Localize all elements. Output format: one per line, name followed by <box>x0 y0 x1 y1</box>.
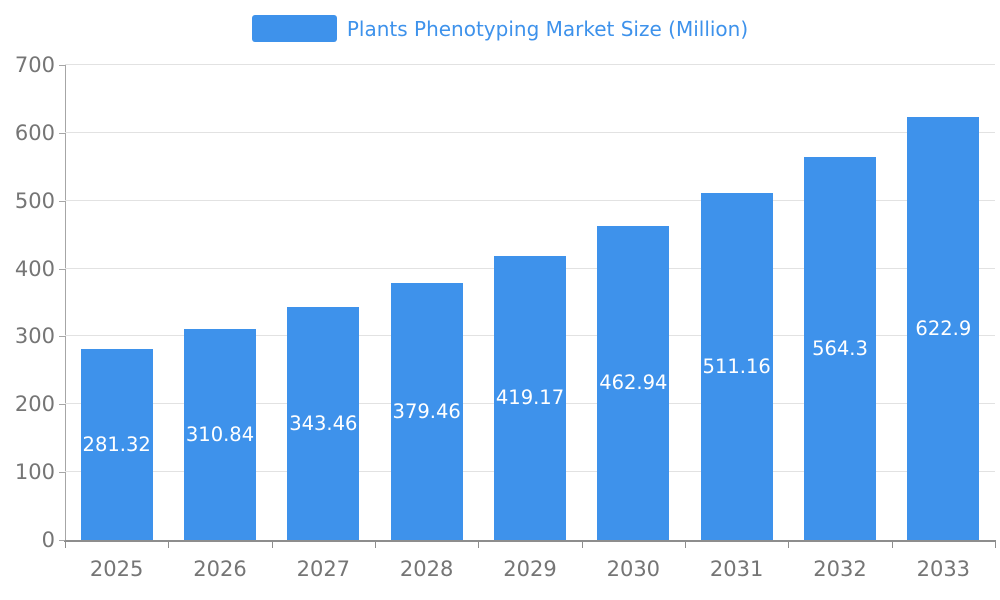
x-tick-label: 2031 <box>709 557 764 581</box>
bar: 281.32 <box>80 349 153 540</box>
y-axis-tick <box>59 336 65 338</box>
y-tick-label: 100 <box>14 460 55 485</box>
gridline <box>65 199 995 201</box>
y-axis-tick <box>59 65 65 66</box>
legend-color-swatch <box>251 15 337 42</box>
x-axis-tick <box>168 542 170 548</box>
bar-value-label: 622.9 <box>915 317 972 341</box>
bar: 622.9 <box>907 117 980 540</box>
y-axis-tick <box>59 472 65 474</box>
bar: 343.46 <box>287 306 360 540</box>
x-axis-tick <box>65 542 66 548</box>
x-axis-tick <box>995 542 996 548</box>
bar: 419.17 <box>493 255 567 540</box>
chart-legend: Plants Phenotyping Market Size (Million) <box>0 15 1000 42</box>
x-tick-label: 2032 <box>813 557 867 581</box>
gridline <box>65 131 995 133</box>
y-axis-tick <box>59 540 65 541</box>
y-axis-tick <box>59 200 65 202</box>
bar: 379.46 <box>390 282 463 540</box>
y-tick-label: 600 <box>14 120 55 145</box>
bar-value-label: 310.84 <box>185 423 255 447</box>
x-axis-tick <box>891 542 893 548</box>
x-tick-label: 2029 <box>503 557 557 581</box>
y-tick-label: 300 <box>14 324 55 349</box>
bar-value-label: 564.3 <box>812 337 868 361</box>
bar: 564.3 <box>803 157 877 540</box>
legend-item[interactable]: Plants Phenotyping Market Size (Million) <box>251 15 749 42</box>
x-tick-label: 2027 <box>296 557 351 581</box>
y-tick-label: 700 <box>14 53 55 77</box>
y-tick-label: 200 <box>14 392 55 417</box>
y-tick-label: 400 <box>14 256 55 281</box>
y-tick-label: 0 <box>41 528 55 552</box>
x-tick-label: 2028 <box>399 557 454 581</box>
bar-value-label: 343.46 <box>289 411 358 435</box>
bar: 511.16 <box>700 193 773 540</box>
bar-value-label: 462.94 <box>599 371 668 395</box>
x-axis-tick <box>375 542 376 548</box>
bar-value-label: 281.32 <box>82 433 151 457</box>
bar-value-label: 511.16 <box>702 355 771 379</box>
bar: 462.94 <box>597 225 670 540</box>
y-axis-line <box>65 64 66 541</box>
x-axis-tick <box>478 542 480 548</box>
x-axis-line <box>64 540 996 542</box>
y-axis-tick <box>59 132 65 134</box>
x-axis-tick <box>788 542 790 548</box>
y-tick-label: 500 <box>14 188 55 213</box>
x-tick-label: 2026 <box>193 557 247 581</box>
gridline <box>65 64 995 65</box>
y-axis-tick <box>59 268 65 270</box>
x-tick-label: 2025 <box>89 557 144 581</box>
bar-value-label: 379.46 <box>392 399 461 423</box>
y-axis-tick <box>59 404 65 406</box>
x-tick-label: 2033 <box>916 557 971 581</box>
x-axis-tick <box>685 542 686 548</box>
plot-area: 281.32 310.84 343.46 379.46 419.17 462.94 511.… <box>65 64 995 540</box>
x-tick-label: 2030 <box>606 557 661 581</box>
bar-value-label: 419.17 <box>495 386 565 410</box>
bar: 310.84 <box>183 329 257 540</box>
chart-title: Plants Phenotyping Market Size (Million) <box>346 16 749 41</box>
x-axis-tick <box>581 542 583 548</box>
x-axis-tick <box>271 542 273 548</box>
